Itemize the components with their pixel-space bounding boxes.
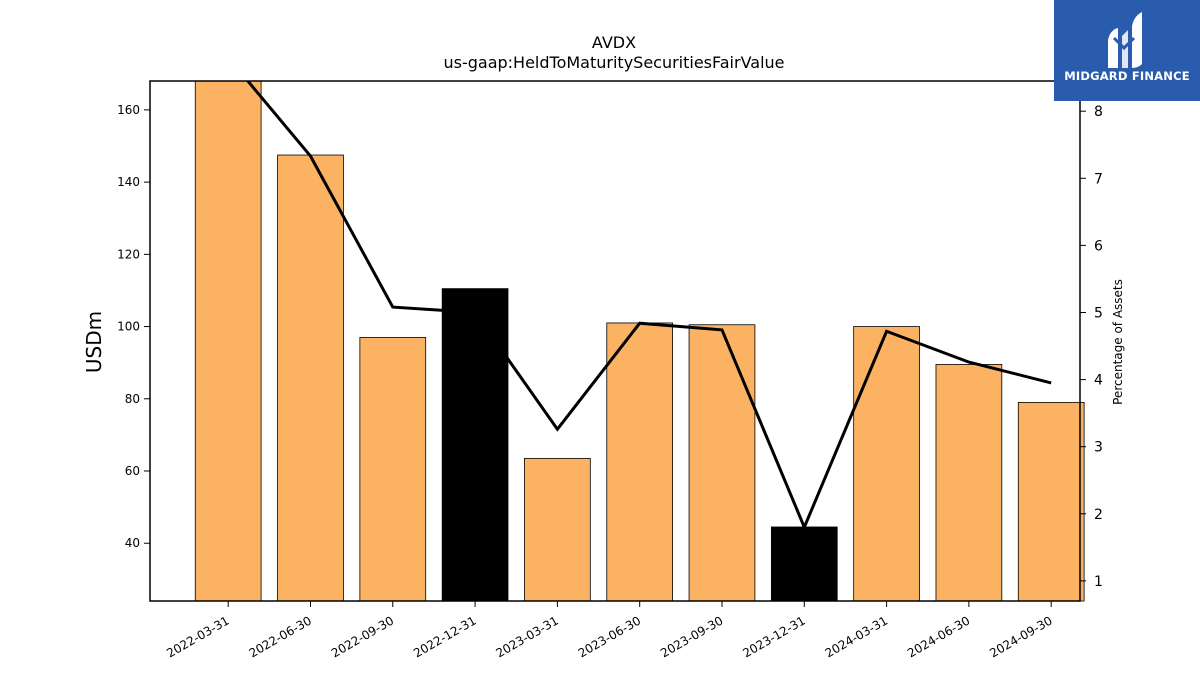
x-tick-label: 2022-03-31 <box>164 613 231 660</box>
x-tick-label: 2024-09-30 <box>987 613 1054 660</box>
bars-layer <box>194 80 1085 602</box>
percentage-line <box>245 81 1052 532</box>
logo-text: MIDGARD FINANCE <box>1064 69 1190 83</box>
x-tick-label: 2023-09-30 <box>658 613 725 660</box>
right-axis: 1 2 3 4 5 6 7 8 <box>1080 104 1103 590</box>
line-layer <box>245 81 1052 532</box>
bar-2024-09-30 <box>1017 401 1085 602</box>
y-tick-label: 120 <box>117 247 140 261</box>
x-tick-label: 2022-09-30 <box>329 613 396 660</box>
y2-tick-label: 6 <box>1094 238 1103 254</box>
midgard-logo-icon <box>1108 12 1142 68</box>
left-axis: 40 60 80 100 120 140 160 <box>117 103 150 550</box>
y2-tick-label: 4 <box>1094 373 1103 389</box>
y-axis-label: USDm <box>82 311 106 373</box>
y2-tick-label: 5 <box>1094 305 1103 321</box>
x-tick-label: 2023-12-31 <box>740 613 807 660</box>
x-tick-label: 2022-06-30 <box>247 613 314 660</box>
x-tick-label: 2023-03-31 <box>493 613 560 660</box>
x-tick-label: 2022-12-31 <box>411 613 478 660</box>
y-tick-label: 100 <box>117 320 140 334</box>
bar-2023-09-30 <box>688 324 756 602</box>
bar-2023-12-31 <box>770 526 838 602</box>
bar-2023-03-31 <box>524 457 591 602</box>
plot-frame <box>149 80 1081 602</box>
x-tick-label: 2023-06-30 <box>576 613 643 660</box>
bar-2022-06-30 <box>277 154 344 602</box>
y2-tick-label: 3 <box>1094 440 1103 456</box>
y2-tick-label: 7 <box>1094 171 1103 187</box>
x-tick-label: 2024-06-30 <box>905 613 972 660</box>
midgard-logo: MIDGARD FINANCE <box>1054 0 1200 101</box>
bar-2024-06-30 <box>935 364 1003 602</box>
y-tick-label: 80 <box>125 392 140 406</box>
bar-2022-12-31 <box>441 288 509 602</box>
y2-axis-label: Percentage of Assets <box>1111 279 1125 405</box>
bar-2024-03-31 <box>853 326 920 602</box>
bar-2022-03-31 <box>194 80 262 602</box>
chart-subtitle: us-gaap:HeldToMaturitySecuritiesFairValu… <box>443 53 784 72</box>
y2-tick-label: 1 <box>1094 574 1103 590</box>
x-axis: 2022-03-31 2022-06-30 2022-09-30 2022-12-31… <box>164 601 1055 660</box>
y-tick-label: 60 <box>125 464 140 478</box>
y2-tick-label: 2 <box>1094 507 1103 523</box>
y-tick-label: 140 <box>117 175 140 189</box>
x-tick-label: 2024-03-31 <box>823 613 890 660</box>
bar-2022-09-30 <box>359 336 427 602</box>
y-tick-label: 160 <box>117 103 140 117</box>
bar-2023-06-30 <box>606 322 674 602</box>
chart-title: AVDX <box>592 33 636 52</box>
y-tick-label: 40 <box>125 536 140 550</box>
y2-tick-label: 8 <box>1094 104 1103 120</box>
